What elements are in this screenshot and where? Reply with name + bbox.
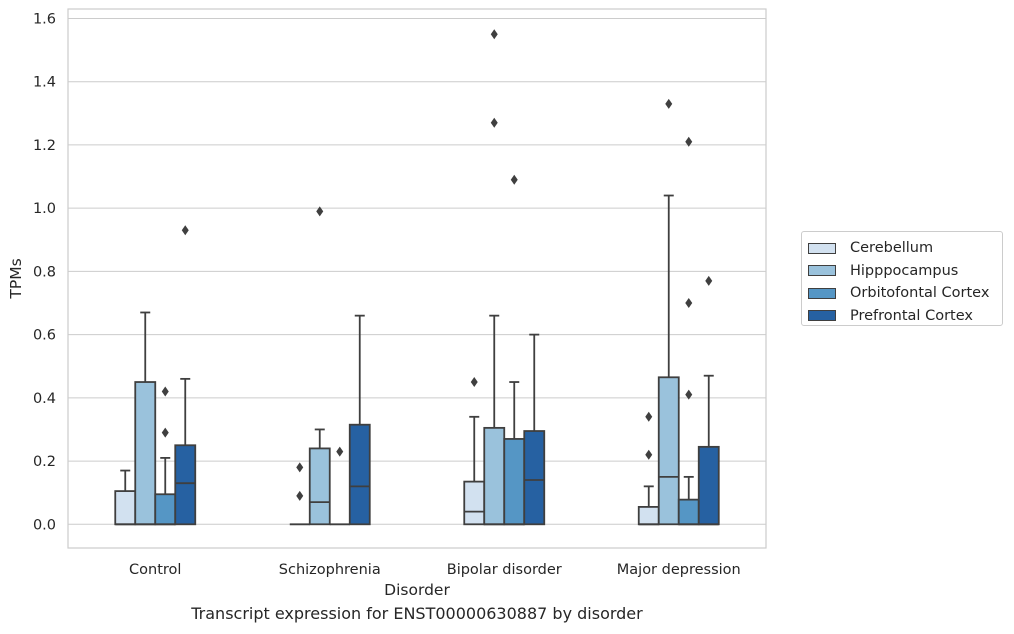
x-axis-label: Disorder — [384, 581, 450, 599]
y-tick-label: 0.6 — [33, 328, 56, 344]
legend-item-cerebellum: Cerebellum — [808, 237, 1002, 260]
box — [503, 438, 526, 526]
legend-label-hippocampus: Hipppocampus — [850, 262, 959, 279]
legend-label-cerebellum: Cerebellum — [850, 240, 934, 257]
legend-item-prefrontal: Prefrontal Cortex — [808, 305, 1002, 328]
y-tick-label: 1.4 — [33, 75, 56, 91]
box — [114, 490, 137, 526]
box — [657, 376, 680, 526]
legend-swatch-hippocampus — [808, 265, 836, 277]
legend-swatch-cerebellum — [808, 242, 836, 254]
outlier-point — [685, 298, 693, 308]
outlier-point — [510, 174, 518, 185]
outlier-point — [685, 389, 693, 400]
box — [523, 430, 546, 526]
outlier-point — [181, 225, 189, 236]
outlier-point — [336, 446, 344, 457]
y-tick-label: 1.6 — [33, 11, 56, 27]
y-tick-label: 0.4 — [33, 391, 56, 407]
outlier-point — [316, 206, 324, 217]
y-tick-label: 1.0 — [33, 201, 56, 217]
y-tick-label: 0.2 — [33, 454, 56, 470]
y-axis-label: TPMs — [7, 258, 25, 299]
x-tick-label: Control — [129, 562, 181, 578]
box — [677, 498, 700, 526]
outlier-point — [645, 449, 653, 460]
y-tick-label: 1.2 — [33, 138, 56, 154]
legend-item-hippocampus: Hipppocampus — [808, 260, 1002, 283]
x-tick-label: Major depression — [617, 562, 741, 578]
figure-caption: Transcript expression for ENST0000063088… — [191, 604, 643, 623]
outlier-point — [645, 411, 653, 422]
box — [154, 493, 177, 526]
outlier-point — [490, 29, 498, 40]
box — [637, 506, 660, 526]
y-tick-label: 0.8 — [33, 264, 56, 280]
legend-label-prefrontal: Prefrontal Cortex — [850, 307, 973, 324]
box — [483, 426, 506, 526]
box — [174, 444, 197, 526]
legend-swatch-orbitofrontal — [808, 287, 836, 299]
outlier-point — [685, 136, 693, 147]
box — [348, 423, 371, 526]
outlier-point — [161, 386, 169, 397]
outlier-point — [161, 427, 169, 438]
box — [308, 447, 331, 526]
y-tick-label: 0.0 — [33, 517, 56, 533]
outlier-point — [665, 98, 673, 109]
outlier-point — [705, 275, 713, 286]
box — [134, 381, 157, 526]
plot-frame — [67, 8, 767, 549]
x-tick-label: Schizophrenia — [279, 562, 381, 578]
outlier-point — [490, 117, 498, 128]
box — [463, 480, 486, 526]
legend-swatch-prefrontal — [808, 310, 836, 322]
legend-label-orbitofrontal: Orbitofontal Cortex — [850, 285, 990, 302]
outlier-point — [470, 377, 478, 388]
outlier-point — [296, 490, 304, 501]
x-tick-label: Bipolar disorder — [447, 562, 562, 578]
box — [697, 445, 720, 526]
outlier-point — [296, 462, 304, 473]
chart-legend: Cerebellum Hipppocampus Orbitofontal Cor… — [801, 231, 1003, 326]
legend-item-orbitofrontal: Orbitofontal Cortex — [808, 282, 1002, 305]
